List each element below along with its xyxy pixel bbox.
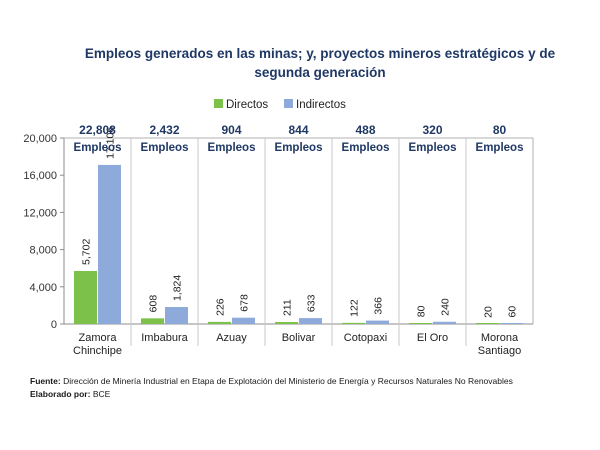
bar-value-label: 211 xyxy=(282,299,294,316)
total-value: 2,432 xyxy=(149,123,179,137)
bar-indirectos xyxy=(98,164,121,324)
y-tick-label: 4,000 xyxy=(29,282,57,294)
total-suffix: Empleos xyxy=(74,142,122,154)
bar-directos xyxy=(74,270,97,324)
bar-value-label: 5,702 xyxy=(81,239,93,265)
category-label: Bolivar xyxy=(282,332,316,344)
bar-directos xyxy=(275,322,298,324)
bar-value-label: 17,106 xyxy=(105,127,117,159)
bar-directos xyxy=(476,323,499,324)
category-label: Cotopaxi xyxy=(344,332,387,344)
total-value: 22,808 xyxy=(79,123,116,137)
bar-value-label: 20 xyxy=(483,306,495,318)
bar-value-label: 608 xyxy=(148,295,160,313)
total-suffix: Empleos xyxy=(275,142,323,154)
y-tick-label: 8,000 xyxy=(29,245,57,257)
chart-title-line1: Empleos generados en las minas; y, proye… xyxy=(84,46,556,61)
elaborado-note: Elaborado por: BCE xyxy=(30,389,110,399)
bar-value-label: 240 xyxy=(440,298,452,316)
bar-directos xyxy=(342,322,365,324)
bar-indirectos xyxy=(299,318,322,324)
bar-directos xyxy=(409,323,432,324)
total-suffix: Empleos xyxy=(141,142,189,154)
source-note: Fuente: Dirección de Minería Industrial … xyxy=(30,376,513,386)
y-tick-label: 0 xyxy=(51,319,57,331)
y-tick-label: 12,000 xyxy=(23,207,57,219)
elaborado-text: BCE xyxy=(90,389,111,399)
total-value: 844 xyxy=(288,123,308,137)
legend-label-indirectos: Indirectos xyxy=(296,99,346,111)
bar-indirectos xyxy=(433,321,456,324)
elaborado-label: Elaborado por: xyxy=(30,389,91,399)
category-label: Azuay xyxy=(216,332,247,344)
bar-value-label: 60 xyxy=(507,306,519,318)
total-suffix: Empleos xyxy=(342,142,390,154)
legend-swatch-directos xyxy=(214,99,223,108)
total-suffix: Empleos xyxy=(208,142,256,154)
total-value: 904 xyxy=(221,123,241,137)
bar-directos xyxy=(208,321,231,324)
total-value: 80 xyxy=(493,123,507,137)
y-tick-label: 20,000 xyxy=(23,133,57,145)
chart-title-line2: segunda generación xyxy=(254,65,386,80)
total-suffix: Empleos xyxy=(409,142,457,154)
bar-value-label: 678 xyxy=(239,294,251,312)
category-label: Zamora xyxy=(79,332,118,344)
bar-indirectos xyxy=(366,320,389,324)
legend-swatch-indirectos xyxy=(284,99,293,108)
category-label: Imbabura xyxy=(141,332,188,344)
total-suffix: Empleos xyxy=(476,142,524,154)
y-tick-label: 16,000 xyxy=(23,170,57,182)
source-text: Dirección de Minería Industrial en Etapa… xyxy=(60,376,513,386)
category-label: El Oro xyxy=(417,332,448,344)
legend-label-directos: Directos xyxy=(226,99,268,111)
chart-title: Empleos generados en las minas; y, proye… xyxy=(60,44,580,82)
category-label: Santiago xyxy=(478,345,521,357)
bar-directos xyxy=(141,318,164,324)
source-label: Fuente: xyxy=(30,376,61,386)
bar-value-label: 226 xyxy=(215,298,227,316)
category-label: Morona xyxy=(481,332,519,344)
bar-value-label: 80 xyxy=(416,305,428,317)
bar-value-label: 1,824 xyxy=(172,275,184,301)
total-value: 320 xyxy=(422,123,442,137)
bar-value-label: 366 xyxy=(373,297,385,315)
bar-indirectos xyxy=(165,307,188,324)
category-label: Chinchipe xyxy=(73,345,122,357)
bar-value-label: 122 xyxy=(349,299,361,317)
total-value: 488 xyxy=(355,123,375,137)
bar-value-label: 633 xyxy=(306,294,318,312)
bar-indirectos xyxy=(232,317,255,324)
bar-indirectos xyxy=(500,323,523,324)
